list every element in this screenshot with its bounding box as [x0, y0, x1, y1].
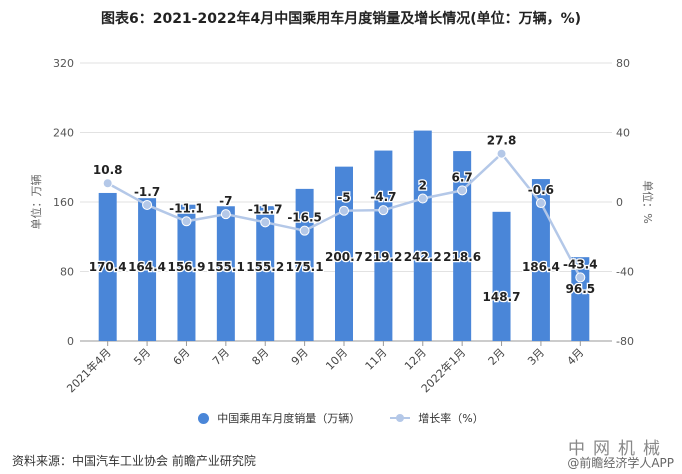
- y-tick-right: -40: [616, 266, 634, 279]
- x-tick-label: 12月: [402, 346, 429, 373]
- bar[interactable]: [98, 192, 117, 341]
- y-axis-label-right: 单位：%: [641, 180, 655, 223]
- bar-value-label: 219.2: [364, 250, 402, 264]
- line-value-label: -43.4: [563, 257, 598, 271]
- y-axis-label-left: 单位：万辆: [29, 175, 43, 230]
- line-point[interactable]: [142, 199, 153, 210]
- line-point[interactable]: [299, 225, 310, 236]
- line-point[interactable]: [220, 209, 231, 220]
- x-tick-label: 4月: [565, 346, 587, 368]
- bar-value-label: 155.1: [207, 260, 245, 274]
- line-value-label: 27.8: [487, 134, 517, 148]
- bar[interactable]: [531, 179, 550, 341]
- bar[interactable]: [413, 130, 432, 341]
- bar-value-label: 156.9: [167, 260, 205, 274]
- line-point[interactable]: [417, 193, 428, 204]
- line-value-label: 10.8: [93, 163, 123, 177]
- watermark-site: 中网机械: [568, 439, 668, 459]
- line-value-label: -7: [219, 194, 232, 208]
- line-value-label: -16.5: [287, 211, 322, 225]
- y-tick-left: 80: [60, 266, 74, 279]
- line-value-label: -5: [337, 191, 350, 205]
- line-point[interactable]: [496, 148, 507, 159]
- line-point[interactable]: [339, 205, 349, 216]
- legend-item-growth[interactable]: 增长率（%）: [390, 410, 484, 426]
- bar-value-label: 155.2: [246, 260, 284, 274]
- line-value-label: -0.6: [528, 183, 554, 197]
- line-value-label: 6.7: [452, 170, 473, 184]
- line-value-label: -11.7: [248, 202, 283, 216]
- line-series-icon: [390, 413, 411, 423]
- x-tick-label: 2021年4月: [64, 345, 114, 395]
- line-point[interactable]: [102, 178, 113, 189]
- line-point[interactable]: [378, 205, 389, 216]
- x-tick-label: 7月: [210, 346, 232, 368]
- line-point[interactable]: [535, 198, 546, 209]
- y-tick-right: 80: [616, 57, 630, 70]
- line-value-label: -4.7: [370, 190, 396, 204]
- x-tick-label: 2月: [486, 346, 508, 368]
- bar[interactable]: [492, 211, 511, 341]
- y-tick-right: 40: [616, 127, 630, 140]
- bar-value-label: 148.7: [483, 290, 521, 304]
- x-tick-label: 5月: [131, 346, 153, 368]
- source-note: 资料来源：中国汽车工业协会 前瞻产业研究院: [12, 454, 256, 468]
- line-value-label: -1.7: [134, 185, 160, 199]
- y-tick-left: 320: [53, 57, 74, 70]
- bar-value-label: 164.4: [128, 260, 166, 274]
- x-tick-label: 10月: [323, 346, 350, 373]
- chart-title: 图表6：2021-2022年4月中国乘用车月度销量及增长情况(单位：万辆，%): [100, 11, 582, 27]
- bar-value-label: 200.7: [325, 250, 363, 264]
- y-tick-left: 240: [53, 127, 74, 140]
- bar[interactable]: [177, 204, 196, 341]
- x-tick-label: 8月: [249, 346, 271, 368]
- bar-value-label: 242.2: [404, 250, 442, 264]
- bar-series: [98, 130, 590, 341]
- x-tick-label: 11月: [363, 346, 390, 373]
- bar-value-label: 218.6: [443, 250, 481, 264]
- line-series: [102, 148, 586, 283]
- bar[interactable]: [374, 150, 393, 341]
- watermark-app: @前瞻经济学人APP: [567, 456, 674, 470]
- legend: 中国乘用车月度销量（万辆） 增长率（%）: [0, 410, 682, 426]
- legend-label-sales: 中国乘用车月度销量（万辆）: [217, 412, 361, 425]
- x-tick-label: 6月: [171, 346, 193, 368]
- bar-value-label: 186.4: [522, 260, 560, 274]
- bar-series-icon: [198, 412, 210, 424]
- bar-value-label: 175.1: [286, 260, 324, 274]
- legend-item-sales[interactable]: 中国乘用车月度销量（万辆）: [198, 410, 360, 426]
- y-tick-left: 0: [67, 335, 74, 348]
- line-point[interactable]: [457, 185, 468, 196]
- y-tick-right: -80: [616, 335, 634, 348]
- bar[interactable]: [138, 198, 157, 341]
- x-tick-label: 9月: [289, 346, 311, 368]
- y-tick-right: 0: [616, 196, 623, 209]
- line-value-label: 2: [419, 179, 427, 193]
- bar[interactable]: [256, 206, 275, 341]
- line-point[interactable]: [575, 272, 586, 283]
- bar-value-label: 170.4: [89, 260, 127, 274]
- y-tick-left: 160: [53, 196, 74, 209]
- x-tick-label: 3月: [525, 346, 547, 368]
- line-point[interactable]: [260, 217, 271, 228]
- bar[interactable]: [453, 151, 472, 341]
- line-point[interactable]: [181, 216, 192, 227]
- bar-value-label: 96.5: [566, 282, 596, 296]
- line-value-label: -11.1: [169, 201, 204, 215]
- legend-label-growth: 增长率（%）: [418, 412, 484, 425]
- bar[interactable]: [216, 206, 235, 341]
- bar[interactable]: [295, 188, 314, 341]
